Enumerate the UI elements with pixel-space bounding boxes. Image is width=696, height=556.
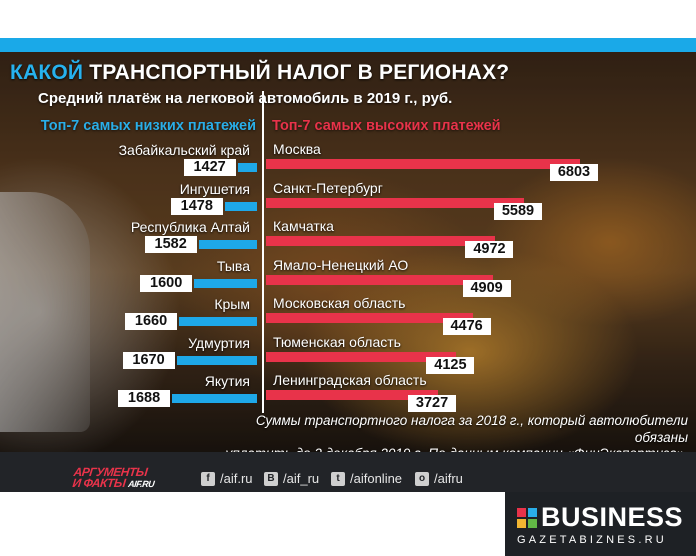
low-category-label: Удмуртия xyxy=(188,334,250,351)
low-value-label: 1582 xyxy=(144,236,197,253)
low-value-label: 1688 xyxy=(118,390,171,407)
title-highlight: КАКОЙ xyxy=(10,61,84,84)
low-value-label: 1660 xyxy=(125,313,178,330)
social-vk-link[interactable]: B /aif_ru xyxy=(264,471,319,486)
odnoklassniki-icon: o xyxy=(415,471,429,486)
social-facebook-text: /aif.ru xyxy=(220,471,253,486)
logo-square xyxy=(517,519,526,528)
low-category-label: Забайкальский край xyxy=(118,142,250,158)
background-photo xyxy=(0,52,696,452)
high-bar xyxy=(266,313,473,323)
low-value-label: 1600 xyxy=(140,274,193,292)
business-watermark: BUSINESS GAZETABIZNES.RU xyxy=(505,492,696,556)
high-value-label: 4972 xyxy=(465,241,514,258)
business-logo-mark xyxy=(517,508,537,528)
low-value-label: 1670 xyxy=(122,351,175,369)
logo-line-2: И ФАКТЫ AIF.RU xyxy=(71,476,165,490)
logo-line-2-text: И ФАКТЫ xyxy=(71,476,127,490)
top-band xyxy=(0,0,696,38)
social-ok-link[interactable]: o /aifru xyxy=(415,471,463,486)
high-category-label: Тюменская область xyxy=(273,333,401,350)
low-category-label: Республика Алтай xyxy=(130,219,250,235)
car-silhouette xyxy=(0,192,90,432)
low-category-label: Ингушетия xyxy=(179,180,250,197)
high-bar xyxy=(266,159,580,169)
low-bar xyxy=(194,278,257,288)
low-value-label: 1427 xyxy=(183,159,236,176)
social-twitter-text: /aifonline xyxy=(350,471,403,486)
logo-square xyxy=(528,519,537,528)
low-category-label: Тыва xyxy=(216,257,250,274)
low-category-label: Крым xyxy=(214,296,250,312)
page-title: КАКОЙ ТРАНСПОРТНЫЙ НАЛОГ В РЕГИОНАХ? xyxy=(10,61,509,85)
low-bar xyxy=(176,355,257,365)
low-bar xyxy=(224,201,257,211)
social-vk-text: /aif_ru xyxy=(283,471,320,486)
high-category-label: Московская область xyxy=(273,295,406,311)
facebook-icon: f xyxy=(201,471,215,486)
low-category-label: Якутия xyxy=(204,373,250,389)
subtitle: Средний платёж на легковой автомобиль в … xyxy=(38,90,453,107)
low-bar xyxy=(172,394,257,403)
low-bar xyxy=(179,317,257,326)
high-category-label: Ямало-Ненецкий АО xyxy=(273,256,409,273)
low-chart-title: Топ-7 самых низких платежей xyxy=(40,118,256,134)
high-value-label: 6803 xyxy=(550,164,598,181)
high-bar xyxy=(266,197,524,208)
vk-icon: B xyxy=(264,471,278,486)
title-rest: ТРАНСПОРТНЫЙ НАЛОГ В РЕГИОНАХ? xyxy=(83,61,510,84)
social-twitter-link[interactable]: t /aifonline xyxy=(331,471,402,486)
low-bar xyxy=(198,240,257,249)
high-category-label: Ленинградская область xyxy=(273,372,427,388)
social-facebook-link[interactable]: f /aif.ru xyxy=(201,471,253,486)
high-category-label: Москва xyxy=(273,141,321,157)
aif-logo[interactable]: АРГУМЕНТЫ И ФАКТЫ AIF.RU xyxy=(71,465,166,490)
business-site: GAZETABIZNES.RU xyxy=(517,534,667,546)
low-value-label: 1478 xyxy=(170,197,223,215)
high-bar xyxy=(266,274,493,285)
high-chart-title: Топ-7 самых высоких платежей xyxy=(272,118,501,134)
social-ok-text: /aifru xyxy=(434,471,463,486)
high-bar xyxy=(266,236,496,246)
twitter-icon: t xyxy=(331,471,345,486)
business-wordmark: BUSINESS xyxy=(541,502,684,532)
logo-square xyxy=(517,508,526,517)
high-category-label: Санкт-Петербург xyxy=(273,179,383,196)
high-value-label: 4476 xyxy=(442,318,491,335)
logo-square xyxy=(528,508,537,517)
high-value-label: 4909 xyxy=(462,279,511,297)
high-value-label: 5589 xyxy=(493,202,542,220)
center-divider xyxy=(262,91,264,413)
note-line-1: Суммы транспортного налога за 2018 г., к… xyxy=(255,413,688,445)
high-bar xyxy=(266,390,439,400)
photo-overlay xyxy=(0,52,696,452)
accent-strip xyxy=(0,38,696,52)
high-bar xyxy=(266,351,457,362)
logo-site: AIF.RU xyxy=(127,479,155,489)
high-value-label: 3727 xyxy=(408,395,457,412)
low-bar xyxy=(237,163,257,172)
high-category-label: Камчатка xyxy=(273,218,334,234)
high-value-label: 4125 xyxy=(426,356,475,374)
